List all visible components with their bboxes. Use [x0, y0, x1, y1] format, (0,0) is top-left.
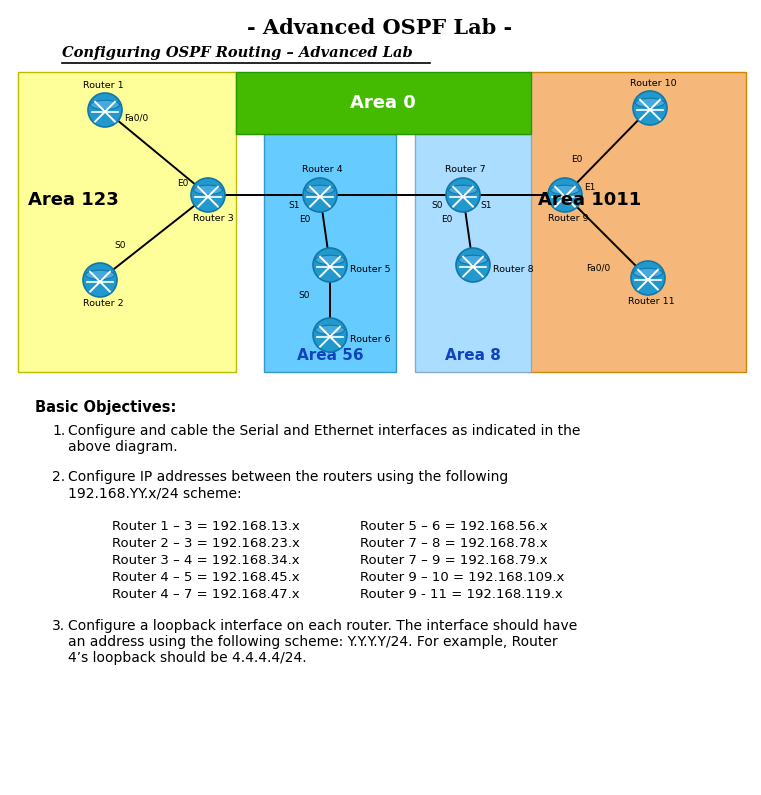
Circle shape — [456, 248, 490, 282]
Text: - Advanced OSPF Lab -: - Advanced OSPF Lab - — [247, 18, 513, 38]
Text: Router 10: Router 10 — [629, 79, 677, 88]
Circle shape — [631, 261, 665, 295]
Text: Router 11: Router 11 — [628, 297, 674, 306]
Text: Router 8: Router 8 — [493, 265, 533, 273]
Text: Configure a loopback interface on each router. The interface should have
an addr: Configure a loopback interface on each r… — [68, 619, 578, 665]
Text: 3.: 3. — [52, 619, 65, 633]
FancyBboxPatch shape — [236, 72, 531, 134]
Circle shape — [313, 248, 347, 282]
Ellipse shape — [635, 99, 664, 107]
Text: E1: E1 — [584, 183, 595, 192]
Text: S1: S1 — [480, 200, 492, 210]
Text: Router 3 – 4 = 192.168.34.x: Router 3 – 4 = 192.168.34.x — [112, 554, 300, 567]
Text: Router 4 – 5 = 192.168.45.x: Router 4 – 5 = 192.168.45.x — [112, 571, 300, 584]
Text: Router 9 - 11 = 192.168.119.x: Router 9 - 11 = 192.168.119.x — [360, 588, 562, 601]
Text: Router 4: Router 4 — [301, 165, 342, 174]
Text: Configure and cable the Serial and Ethernet interfaces as indicated in the
above: Configure and cable the Serial and Ether… — [68, 424, 581, 454]
FancyBboxPatch shape — [415, 134, 531, 372]
FancyBboxPatch shape — [18, 72, 236, 372]
Text: Router 7: Router 7 — [444, 165, 486, 174]
Text: E0: E0 — [441, 215, 453, 224]
Ellipse shape — [448, 185, 477, 195]
Text: Router 5: Router 5 — [350, 265, 390, 273]
Ellipse shape — [316, 255, 345, 265]
Text: 2.: 2. — [52, 470, 65, 484]
Circle shape — [633, 91, 667, 125]
Text: Router 1: Router 1 — [83, 81, 123, 90]
Text: Area 8: Area 8 — [445, 347, 501, 363]
Text: Router 7 – 9 = 192.168.79.x: Router 7 – 9 = 192.168.79.x — [360, 554, 548, 567]
Text: Router 7 – 8 = 192.168.78.x: Router 7 – 8 = 192.168.78.x — [360, 537, 548, 550]
Ellipse shape — [85, 270, 114, 280]
Text: Area 0: Area 0 — [350, 94, 416, 112]
Text: Router 2 – 3 = 192.168.23.x: Router 2 – 3 = 192.168.23.x — [112, 537, 300, 550]
Text: Area 1011: Area 1011 — [538, 191, 642, 209]
Circle shape — [303, 178, 337, 212]
Text: Fa0/0: Fa0/0 — [124, 114, 148, 122]
Circle shape — [548, 178, 582, 212]
Ellipse shape — [316, 325, 345, 335]
Text: Basic Objectives:: Basic Objectives: — [35, 400, 177, 415]
Text: Area 56: Area 56 — [297, 347, 363, 363]
Text: Router 4 – 7 = 192.168.47.x: Router 4 – 7 = 192.168.47.x — [112, 588, 300, 601]
Text: E0: E0 — [571, 154, 582, 164]
Text: Router 1 – 3 = 192.168.13.x: Router 1 – 3 = 192.168.13.x — [112, 520, 300, 533]
Text: Fa0/0: Fa0/0 — [586, 263, 610, 273]
Circle shape — [191, 178, 225, 212]
Circle shape — [83, 263, 117, 297]
Text: Configuring OSPF Routing – Advanced Lab: Configuring OSPF Routing – Advanced Lab — [62, 46, 412, 60]
Circle shape — [313, 318, 347, 352]
FancyBboxPatch shape — [528, 72, 746, 372]
Text: Configure IP addresses between the routers using the following
192.168.YY.x/24 s: Configure IP addresses between the route… — [68, 470, 508, 500]
Text: E0: E0 — [298, 215, 310, 224]
Text: Router 2: Router 2 — [83, 299, 123, 308]
Circle shape — [446, 178, 480, 212]
Ellipse shape — [306, 185, 334, 195]
Text: S1: S1 — [288, 200, 300, 210]
Text: S0: S0 — [431, 200, 443, 210]
Text: E0: E0 — [177, 179, 188, 188]
Text: Router 9: Router 9 — [548, 214, 588, 223]
Text: Router 5 – 6 = 192.168.56.x: Router 5 – 6 = 192.168.56.x — [360, 520, 548, 533]
Ellipse shape — [193, 185, 222, 195]
Text: Router 3: Router 3 — [193, 214, 234, 223]
Text: Router 9 – 10 = 192.168.109.x: Router 9 – 10 = 192.168.109.x — [360, 571, 565, 584]
Text: Area 123: Area 123 — [28, 191, 119, 209]
Text: 1.: 1. — [52, 424, 65, 438]
Ellipse shape — [459, 255, 488, 265]
Text: S0: S0 — [114, 241, 126, 250]
Text: Router 6: Router 6 — [350, 335, 390, 343]
Ellipse shape — [634, 268, 662, 277]
Ellipse shape — [550, 185, 579, 195]
Circle shape — [88, 93, 122, 127]
FancyBboxPatch shape — [264, 134, 396, 372]
Text: S0: S0 — [298, 290, 310, 300]
Ellipse shape — [91, 100, 119, 110]
